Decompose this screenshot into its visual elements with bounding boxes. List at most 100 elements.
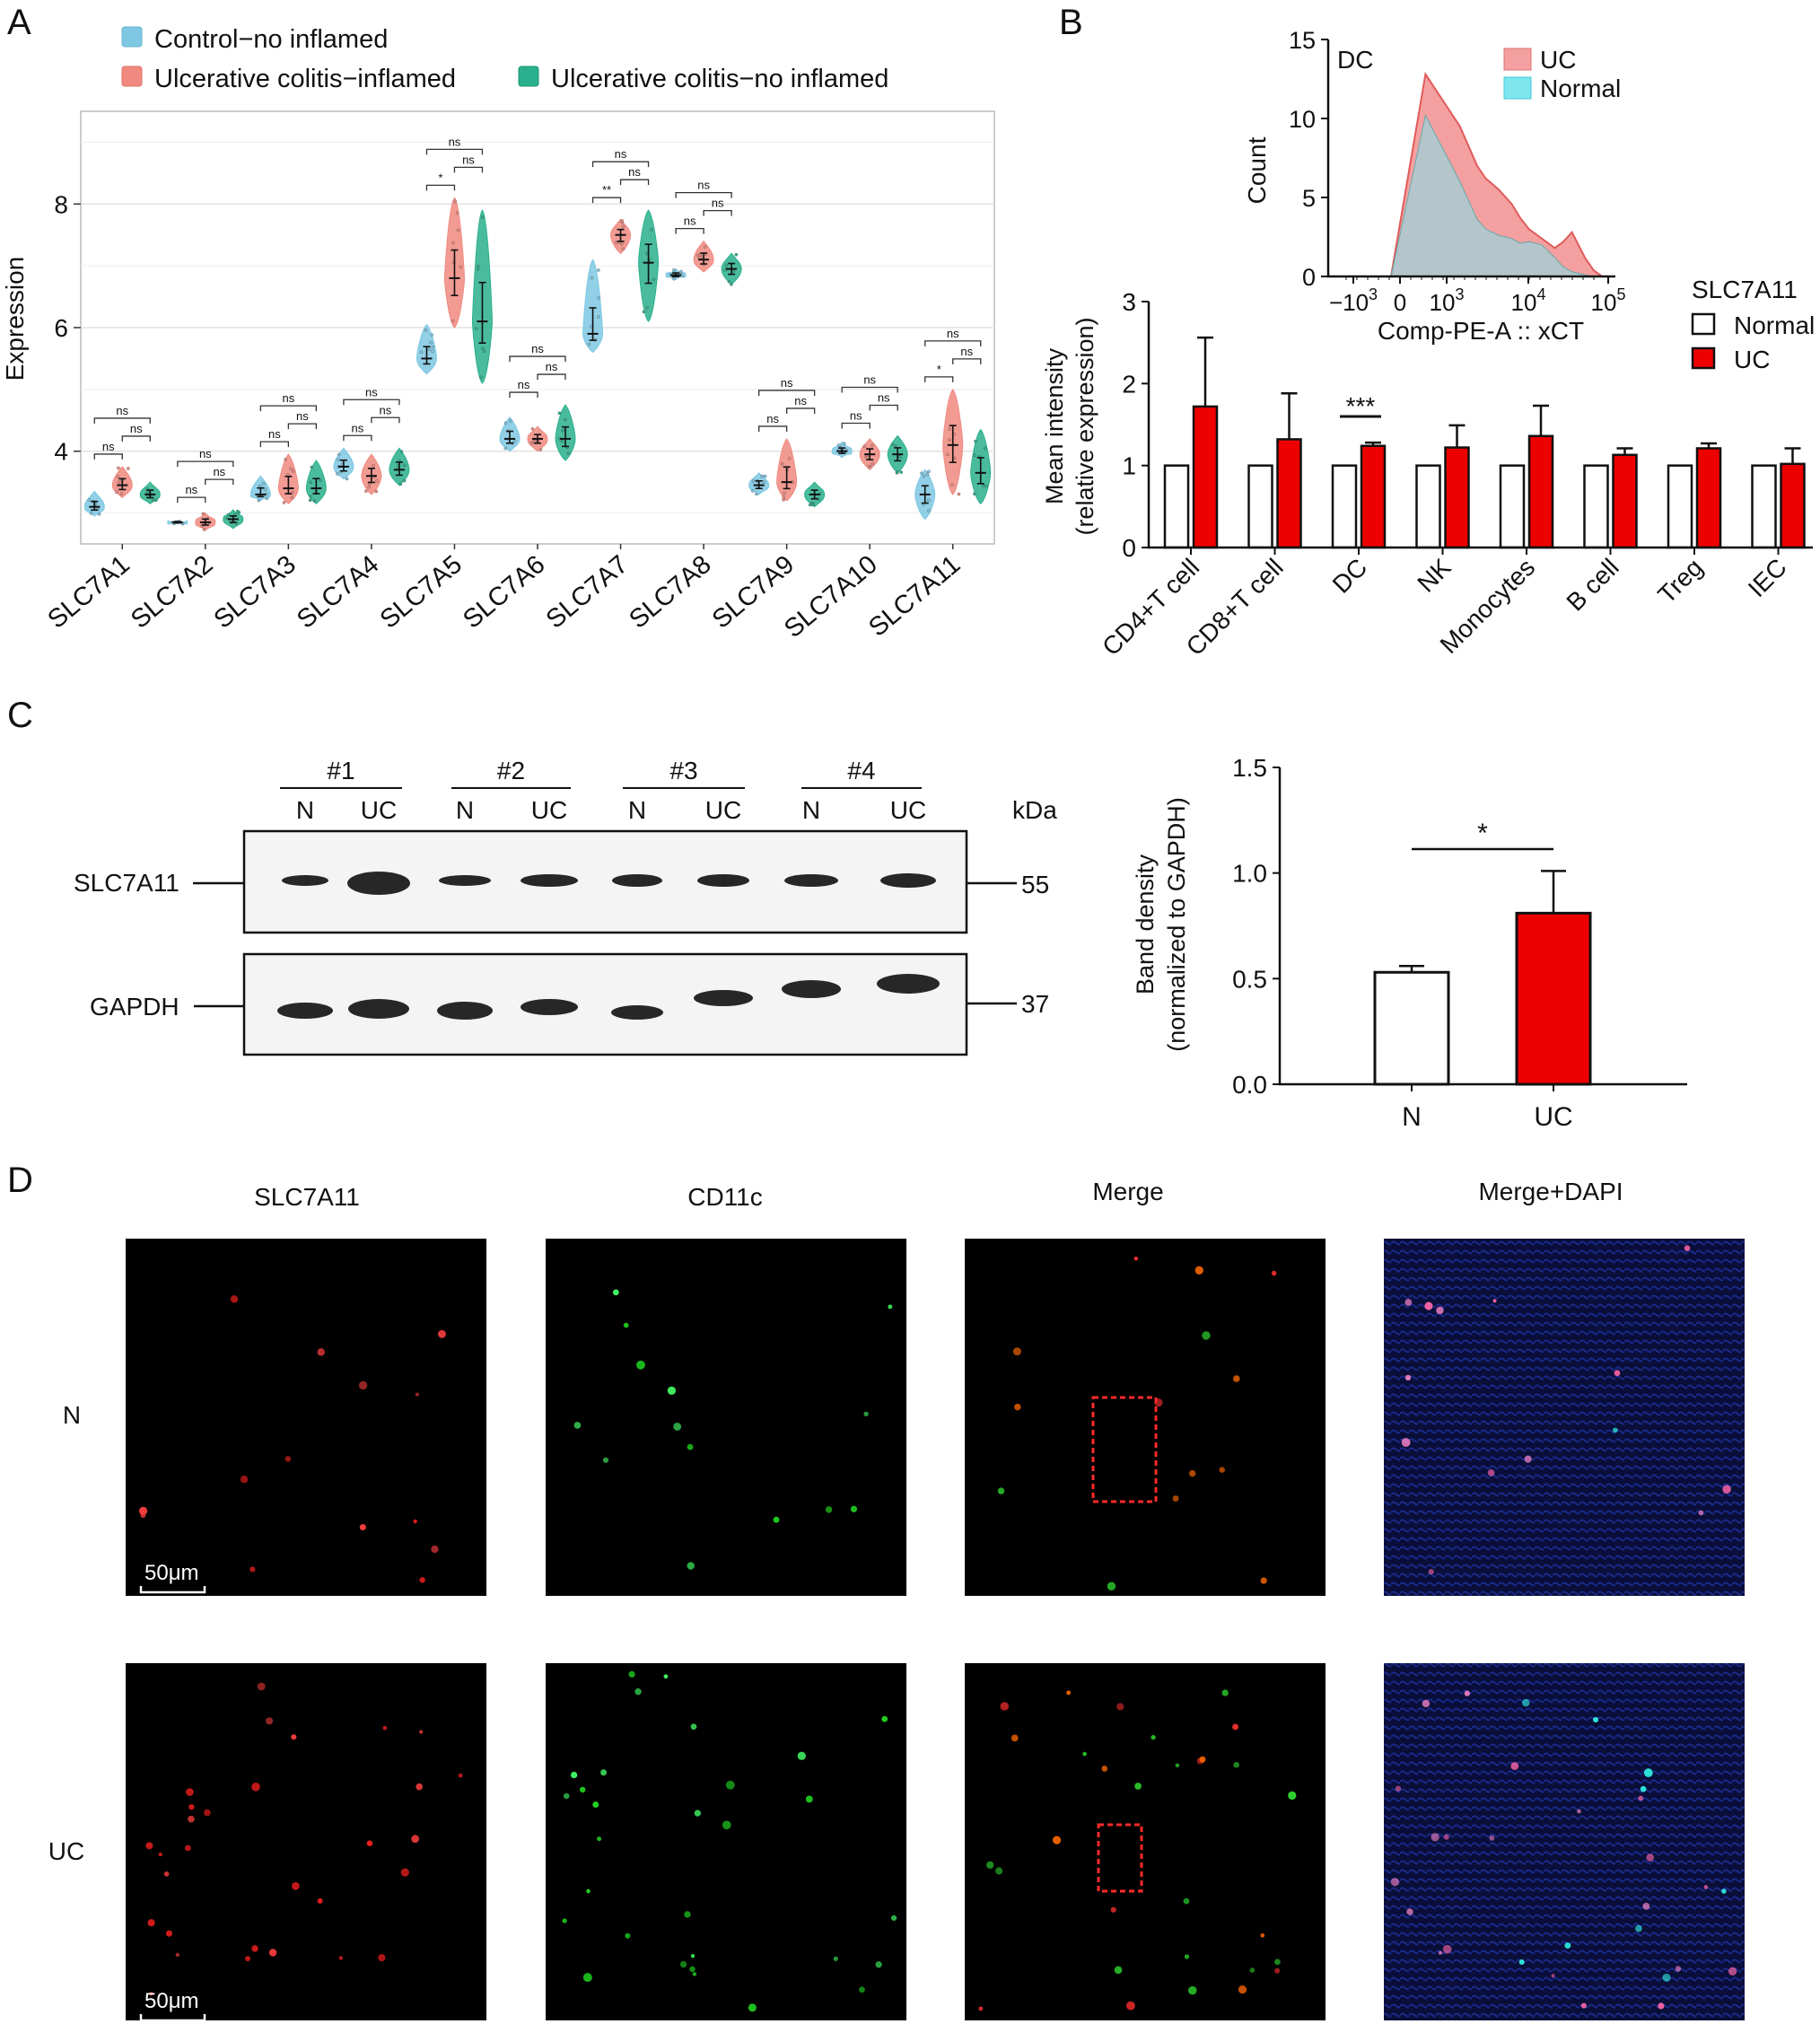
data-point	[261, 482, 266, 486]
data-point	[146, 490, 150, 494]
data-point	[925, 472, 930, 477]
data-point	[596, 315, 600, 319]
significance-label: ns	[863, 373, 876, 387]
blot-group-label: #3	[669, 757, 697, 784]
micro-cell	[1443, 1834, 1449, 1840]
micro-cell	[366, 1840, 373, 1846]
data-point	[480, 215, 485, 219]
bar-normal	[1751, 464, 1777, 549]
micro-cell	[1274, 1958, 1281, 1966]
scale-bar-n: 50μm	[139, 1561, 206, 1594]
micro-cell	[378, 1954, 386, 1962]
micro-cell	[359, 1523, 366, 1531]
legend-swatch-uc	[1503, 48, 1532, 71]
micro-cell	[1614, 1370, 1621, 1377]
significance-bracket	[591, 197, 622, 204]
x-tick-label: 104	[1511, 285, 1546, 316]
significance-bracket	[675, 191, 732, 198]
significance-bracket	[259, 405, 318, 412]
data-point	[782, 495, 786, 499]
data-point	[957, 492, 961, 496]
roi-box-n	[1091, 1396, 1158, 1503]
micro-cell	[748, 2003, 757, 2012]
significance-label: ns	[130, 422, 143, 435]
x-tick-label: 0	[1394, 289, 1406, 316]
significance-label: *	[937, 363, 941, 376]
legend-swatch-uc-inflamed	[121, 66, 143, 87]
micro-cell	[1233, 1761, 1239, 1768]
micro-cell	[1082, 1751, 1087, 1757]
x-tick-label: SLC7A11	[863, 550, 966, 643]
significance-bracket	[619, 179, 650, 186]
micro-cell	[415, 1392, 420, 1397]
micro-cell	[145, 1842, 153, 1850]
y-tick-label: 1.0	[1232, 860, 1267, 888]
bar-uc	[1192, 405, 1219, 549]
micro-cell	[1510, 1762, 1519, 1771]
bar-uc	[1276, 438, 1302, 549]
significance-label: ns	[185, 483, 197, 496]
y-tick-label: 0	[1122, 534, 1136, 562]
data-point	[429, 340, 433, 345]
data-point	[258, 484, 262, 488]
bar-normal	[1247, 464, 1273, 549]
data-point	[982, 484, 985, 488]
col-label-cd11c: CD11c	[687, 1183, 763, 1211]
data-point	[787, 457, 792, 460]
data-point	[364, 489, 368, 494]
micro-cell	[1662, 1973, 1671, 1982]
y-tick-label: 15	[1289, 27, 1316, 54]
significance-bracket	[93, 417, 151, 424]
data-point	[890, 442, 895, 446]
bar-normal	[1667, 464, 1693, 549]
bar-normal	[1415, 464, 1441, 549]
micro-cell	[1052, 1836, 1062, 1844]
micro-cell	[1564, 1942, 1571, 1950]
micro-cell	[1188, 1985, 1197, 1995]
blot-group-label: #2	[497, 757, 525, 784]
micro-cell	[570, 1771, 578, 1779]
micro-image	[546, 1239, 906, 1596]
data-point	[734, 252, 739, 257]
micro-cell	[268, 1949, 277, 1957]
micro-cell	[722, 1820, 731, 1830]
significance-bracket	[675, 227, 704, 234]
micro-cell	[188, 1815, 195, 1823]
row-label-n: N	[63, 1401, 81, 1429]
micro-cell	[612, 1289, 619, 1296]
micro-cell	[1395, 1785, 1402, 1792]
data-point	[309, 480, 312, 485]
significance-label: ns	[878, 391, 890, 405]
legend-label-uc-noninflamed: Ulcerative colitis−no inflamed	[551, 65, 888, 93]
micro-cell	[690, 1723, 697, 1730]
data-point	[375, 478, 379, 483]
data-point	[679, 269, 683, 274]
data-point	[672, 268, 676, 272]
significance-bracket	[453, 166, 484, 173]
data-point	[503, 421, 508, 425]
micro-image	[965, 1239, 1326, 1596]
data-point	[811, 503, 816, 506]
data-point	[265, 496, 269, 501]
micro-cell	[875, 1961, 882, 1968]
significance-label: ns	[684, 215, 696, 228]
significance-label: ns	[116, 404, 128, 417]
data-point	[836, 443, 841, 447]
data-point	[87, 498, 92, 502]
y-tick-label: 0	[1302, 264, 1316, 291]
bar-uc	[1527, 434, 1554, 549]
data-point	[865, 455, 869, 460]
legend-label-uc: UC	[1540, 46, 1576, 74]
micro-cell	[1642, 1902, 1650, 1910]
blot-lane-label: N	[802, 796, 820, 824]
b-legend: SLC7A11 Normal UC	[1691, 276, 1815, 373]
y-tick-label: 5	[1302, 185, 1316, 212]
data-point	[760, 474, 764, 478]
bar-uc	[1360, 444, 1387, 549]
micro-cell	[1274, 1967, 1281, 1974]
micro-cell	[1518, 1959, 1525, 1966]
micro-cell	[419, 1730, 424, 1734]
data-point	[871, 461, 875, 466]
micro-cell	[317, 1897, 323, 1904]
y-tick-label: 2	[1122, 370, 1136, 398]
